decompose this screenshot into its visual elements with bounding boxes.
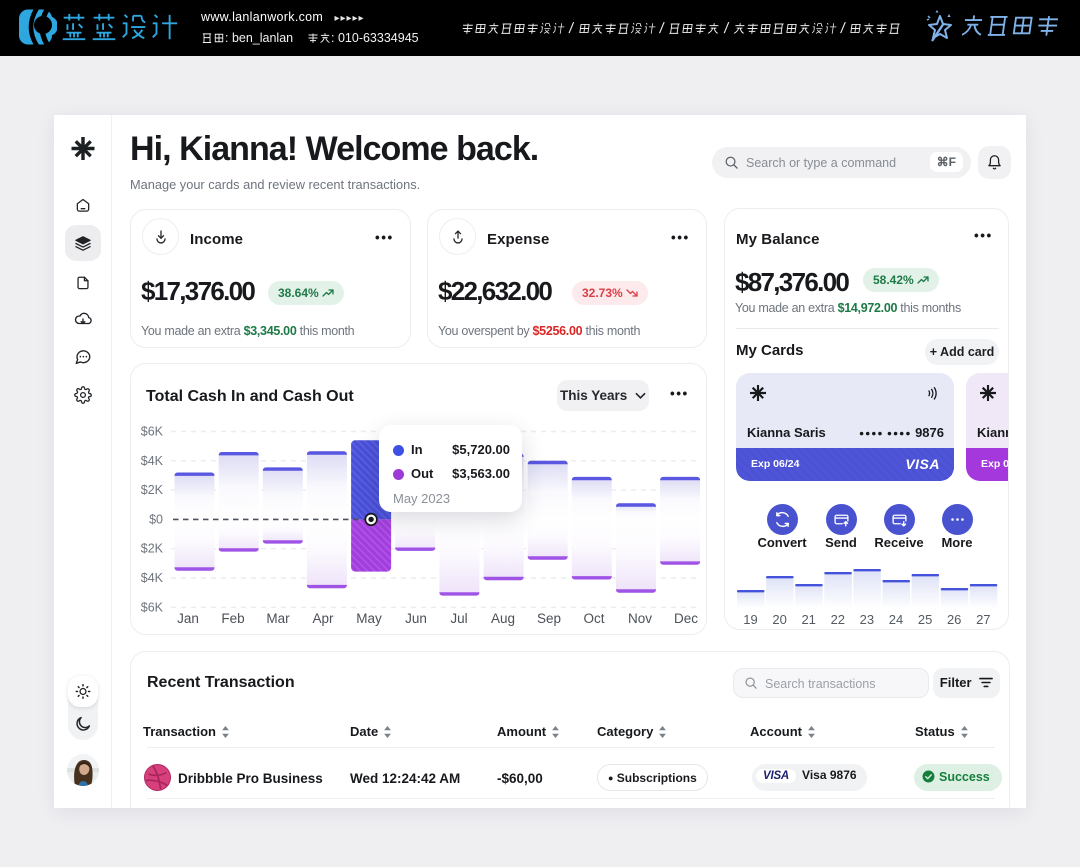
svg-text:$6K: $6K	[141, 600, 164, 614]
svg-text:Apr: Apr	[312, 611, 334, 626]
svg-text:Feb: Feb	[221, 611, 244, 626]
svg-text:Nov: Nov	[628, 611, 652, 626]
svg-text:$2K: $2K	[141, 542, 164, 556]
svg-text:Jun: Jun	[405, 611, 427, 626]
svg-text:$4K: $4K	[141, 454, 164, 468]
svg-text:Sep: Sep	[537, 611, 561, 626]
svg-text:$2K: $2K	[141, 483, 164, 497]
svg-text:Oct: Oct	[583, 611, 604, 626]
svg-text:Jan: Jan	[177, 611, 199, 626]
svg-text:$6K: $6K	[141, 425, 164, 439]
svg-text:$4K: $4K	[141, 571, 164, 585]
svg-text:May: May	[356, 611, 382, 626]
svg-text:Mar: Mar	[266, 611, 290, 626]
svg-text:Dec: Dec	[674, 611, 698, 626]
svg-text:Aug: Aug	[491, 611, 515, 626]
svg-text:Jul: Jul	[450, 611, 467, 626]
svg-text:$0: $0	[149, 512, 163, 526]
